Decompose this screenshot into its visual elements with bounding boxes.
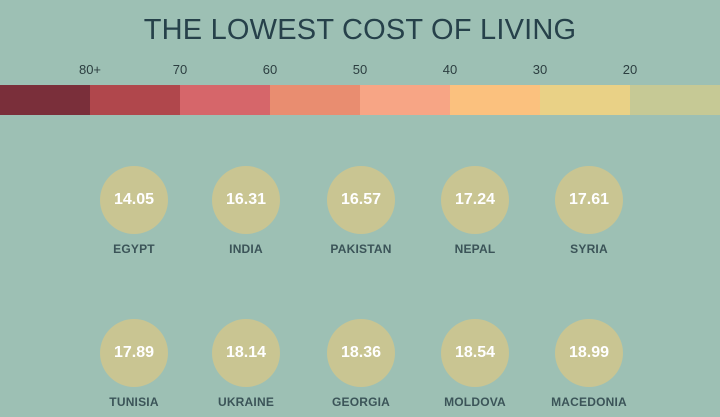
value-circle: 16.57: [327, 166, 395, 234]
country-label: GEORGIA: [331, 395, 391, 409]
country-item: 17.61 SYRIA: [534, 166, 644, 256]
country-item: 17.24 NEPAL: [420, 166, 530, 256]
scale-segment: [0, 85, 90, 115]
scale-segment: [540, 85, 630, 115]
country-item: 18.14 UKRAINE: [191, 319, 301, 409]
scale-tick-label: 50: [352, 62, 368, 77]
value-circle: 18.14: [212, 319, 280, 387]
country-label: UKRAINE: [217, 395, 275, 409]
scale-segment: [360, 85, 450, 115]
value-circle: 17.89: [100, 319, 168, 387]
value-circle: 17.61: [555, 166, 623, 234]
country-label: SYRIA: [570, 242, 608, 256]
country-label: NEPAL: [454, 242, 496, 256]
value-circle: 18.99: [555, 319, 623, 387]
value-circle: 17.24: [441, 166, 509, 234]
country-label: INDIA: [229, 242, 263, 256]
country-item: 17.89 TUNISIA: [79, 319, 189, 409]
scale-tick-label: 70: [172, 62, 188, 77]
country-item: 14.05 EGYPT: [79, 166, 189, 256]
country-label: MOLDOVA: [444, 395, 506, 409]
country-label: PAKISTAN: [330, 242, 392, 256]
country-label: EGYPT: [113, 242, 155, 256]
value-circle: 18.36: [327, 319, 395, 387]
scale-segment: [630, 85, 720, 115]
scale-tick-label: 20: [622, 62, 638, 77]
scale-tick-label: 40: [442, 62, 458, 77]
scale-tick-labels: 80+ 70 60 50 40 30 20: [0, 62, 720, 80]
value-circle: 16.31: [212, 166, 280, 234]
country-label: MACEDONIA: [551, 395, 627, 409]
country-item: 18.99 MACEDONIA: [534, 319, 644, 409]
scale-tick-label: 30: [532, 62, 548, 77]
chart-title: THE LOWEST COST OF LIVING: [143, 14, 577, 46]
scale-tick-label: 80+: [78, 62, 102, 77]
value-circle: 14.05: [100, 166, 168, 234]
color-scale-bar: [0, 85, 720, 115]
country-item: 16.31 INDIA: [191, 166, 301, 256]
country-item: 18.54 MOLDOVA: [420, 319, 530, 409]
country-label: TUNISIA: [109, 395, 159, 409]
country-item: 16.57 PAKISTAN: [306, 166, 416, 256]
scale-segment: [90, 85, 180, 115]
scale-tick-label: 60: [262, 62, 278, 77]
country-item: 18.36 GEORGIA: [306, 319, 416, 409]
scale-segment: [270, 85, 360, 115]
value-circle: 18.54: [441, 319, 509, 387]
scale-segment: [450, 85, 540, 115]
scale-segment: [180, 85, 270, 115]
